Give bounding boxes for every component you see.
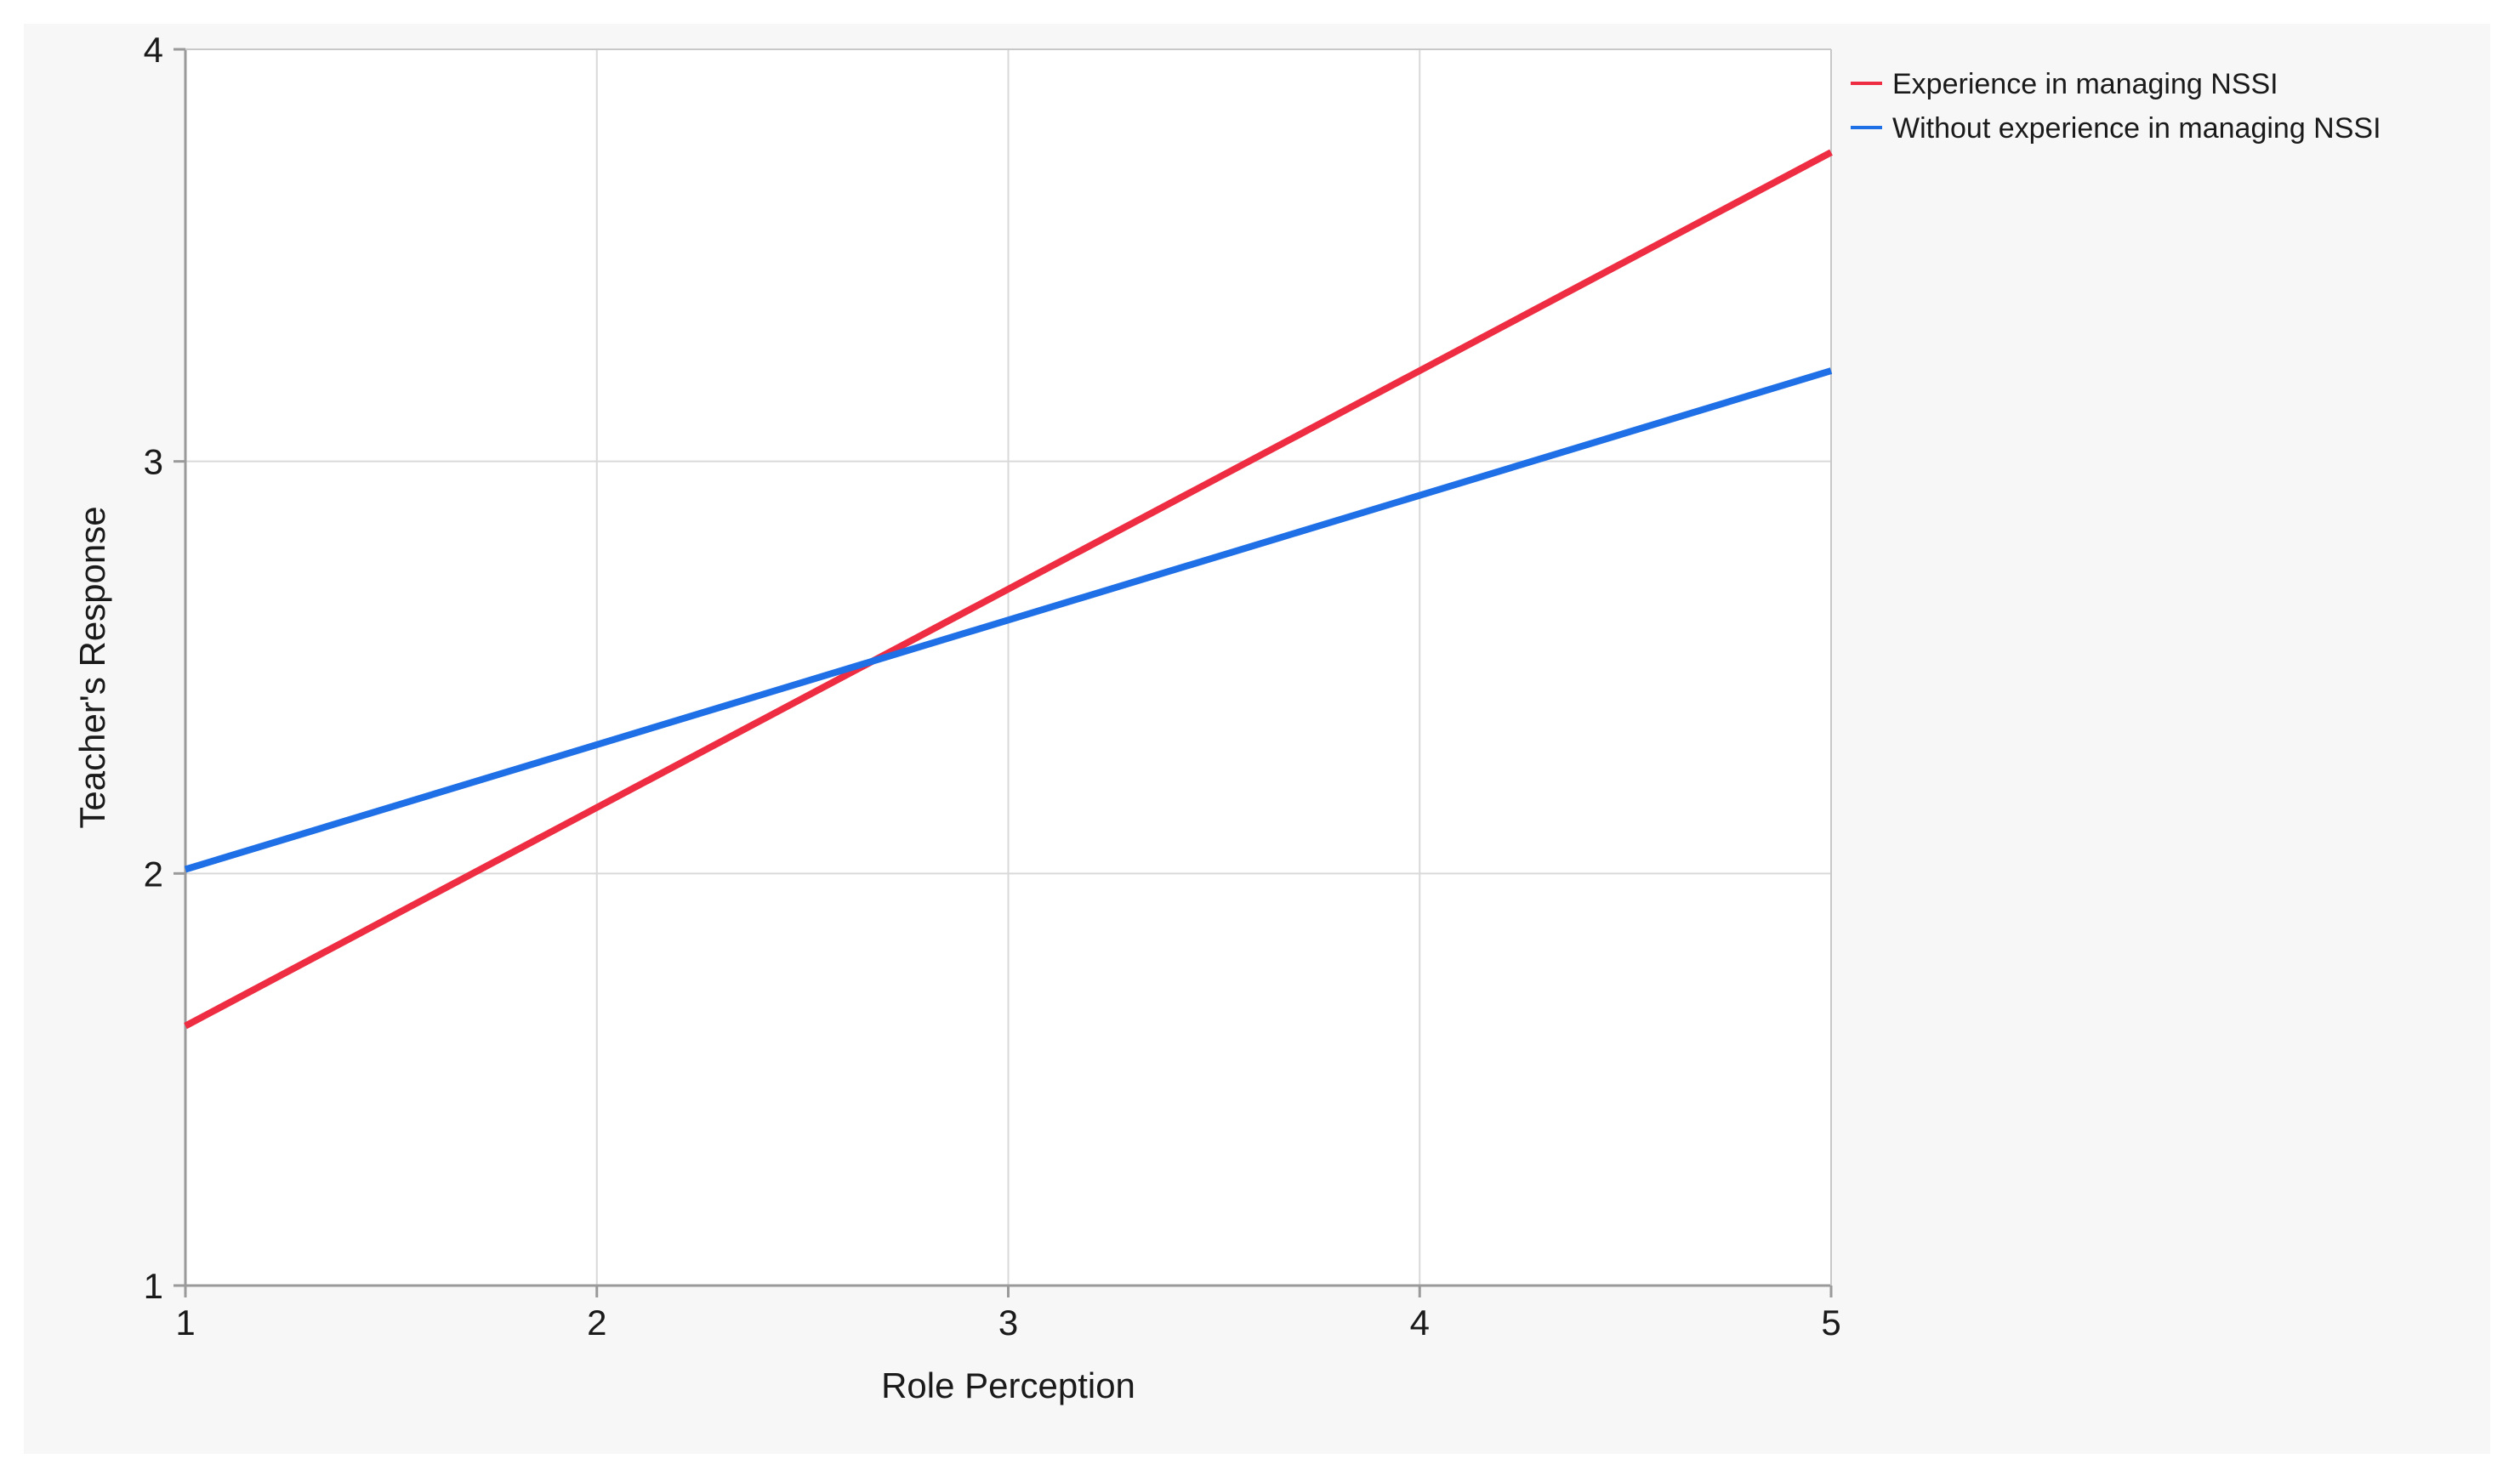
- legend-label-1: Experience in managing NSSI: [1892, 68, 2278, 100]
- x-tick-label-2: 2: [587, 1303, 606, 1343]
- y-tick-label-4: 4: [144, 30, 163, 70]
- series-line-1: [184, 149, 1833, 1030]
- series-line-2: [184, 367, 1833, 873]
- legend-label-2: Without experience in managing NSSI: [1892, 112, 2381, 145]
- y-axis-title: Teacher's Response: [72, 506, 112, 828]
- y-tick-label-3: 3: [144, 442, 163, 482]
- x-tick-label-4: 4: [1410, 1303, 1430, 1343]
- x-tick-label-5: 5: [1821, 1303, 1840, 1343]
- y-tick-label-2: 2: [144, 854, 163, 894]
- x-axis-title: Role Perception: [881, 1365, 1135, 1405]
- tick-labels: 1 2 3 4 5 1 2 3 4: [144, 30, 1841, 1343]
- x-tick-label-1: 1: [175, 1303, 195, 1343]
- legend: Experience in managing NSSI Without exper…: [1851, 68, 2381, 145]
- x-tick-label-3: 3: [998, 1303, 1018, 1343]
- line-chart: 1 2 3 4 5 1 2 3 4 Role Perception Teacher's Resp…: [72, 30, 2381, 1405]
- series-lines: [184, 149, 1833, 1030]
- y-tick-label-1: 1: [144, 1266, 163, 1306]
- chart-frame: 1 2 3 4 5 1 2 3 4 Role Perception Teacher's Resp…: [24, 24, 2490, 1454]
